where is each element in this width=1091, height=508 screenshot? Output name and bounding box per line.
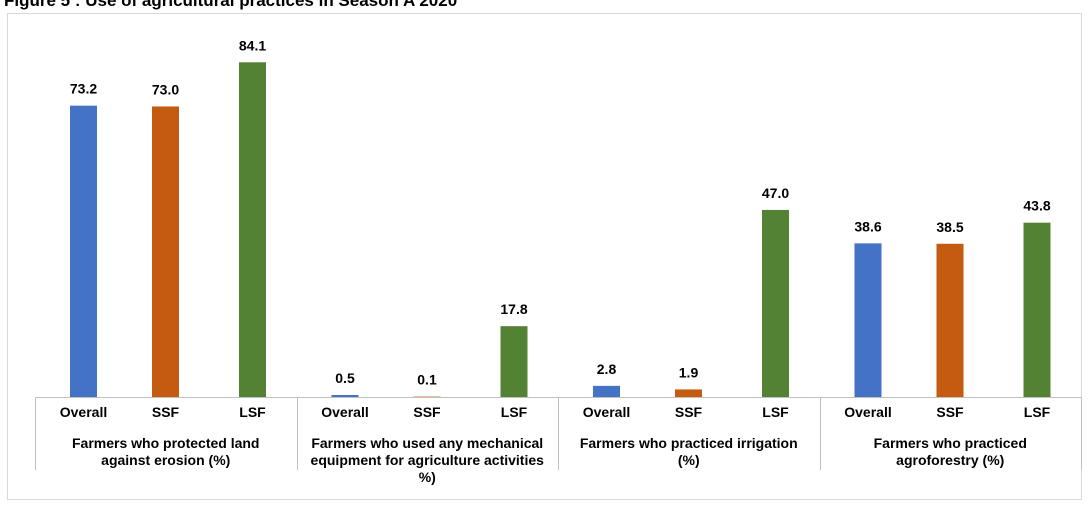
- data-label: 38.6: [854, 218, 881, 234]
- data-label: 47.0: [762, 185, 789, 201]
- data-label: 73.2: [70, 81, 97, 97]
- data-label: 17.8: [500, 301, 527, 317]
- bar: [500, 326, 528, 397]
- category-tick-label: Overall: [321, 404, 368, 420]
- category-tick-label: LSF: [762, 404, 789, 420]
- bar: [675, 389, 702, 397]
- bar: [936, 243, 964, 397]
- bar: [1023, 222, 1051, 397]
- group-label-line: %): [419, 469, 436, 485]
- bar: [854, 243, 882, 397]
- data-label: 38.5: [936, 219, 963, 235]
- group-label-line: against erosion (%): [101, 452, 230, 468]
- data-label: 0.1: [417, 372, 437, 388]
- bar: [762, 209, 789, 397]
- data-label: 73.0: [152, 81, 179, 97]
- data-label: 43.8: [1023, 198, 1050, 214]
- bar: [239, 62, 266, 397]
- category-tick-label: LSF: [501, 404, 528, 420]
- bar: [593, 385, 620, 397]
- data-label: 84.1: [239, 37, 266, 53]
- group-label-line: Farmers who practiced: [874, 435, 1027, 451]
- group-label-line: (%): [678, 452, 700, 468]
- category-tick-label: Overall: [60, 404, 107, 420]
- category-tick-label: SSF: [413, 404, 441, 420]
- group-label-line: equipment for agriculture activities: [311, 452, 545, 468]
- category-tick-label: LSF: [239, 404, 266, 420]
- group-label-line: Farmers who used any mechanical: [311, 435, 543, 451]
- bar: [70, 105, 97, 397]
- bar: [331, 395, 359, 397]
- category-tick-label: SSF: [152, 404, 180, 420]
- group-label-line: agroforestry (%): [896, 452, 1004, 468]
- category-tick-label: SSF: [675, 404, 703, 420]
- data-label: 2.8: [597, 361, 617, 377]
- category-tick-label: SSF: [936, 404, 964, 420]
- data-label: 0.5: [335, 370, 355, 386]
- chart-frame: [7, 13, 1082, 500]
- group-label-line: Farmers who practiced irrigation: [580, 435, 798, 451]
- category-tick-label: Overall: [844, 404, 891, 420]
- chart-title: Figure 5 : Use of agricultural practices…: [4, 0, 458, 10]
- category-tick-label: LSF: [1024, 404, 1051, 420]
- data-label: 1.9: [679, 364, 699, 380]
- category-tick-label: Overall: [583, 404, 630, 420]
- group-label-line: Farmers who protected land: [72, 435, 259, 451]
- bar: [152, 106, 179, 398]
